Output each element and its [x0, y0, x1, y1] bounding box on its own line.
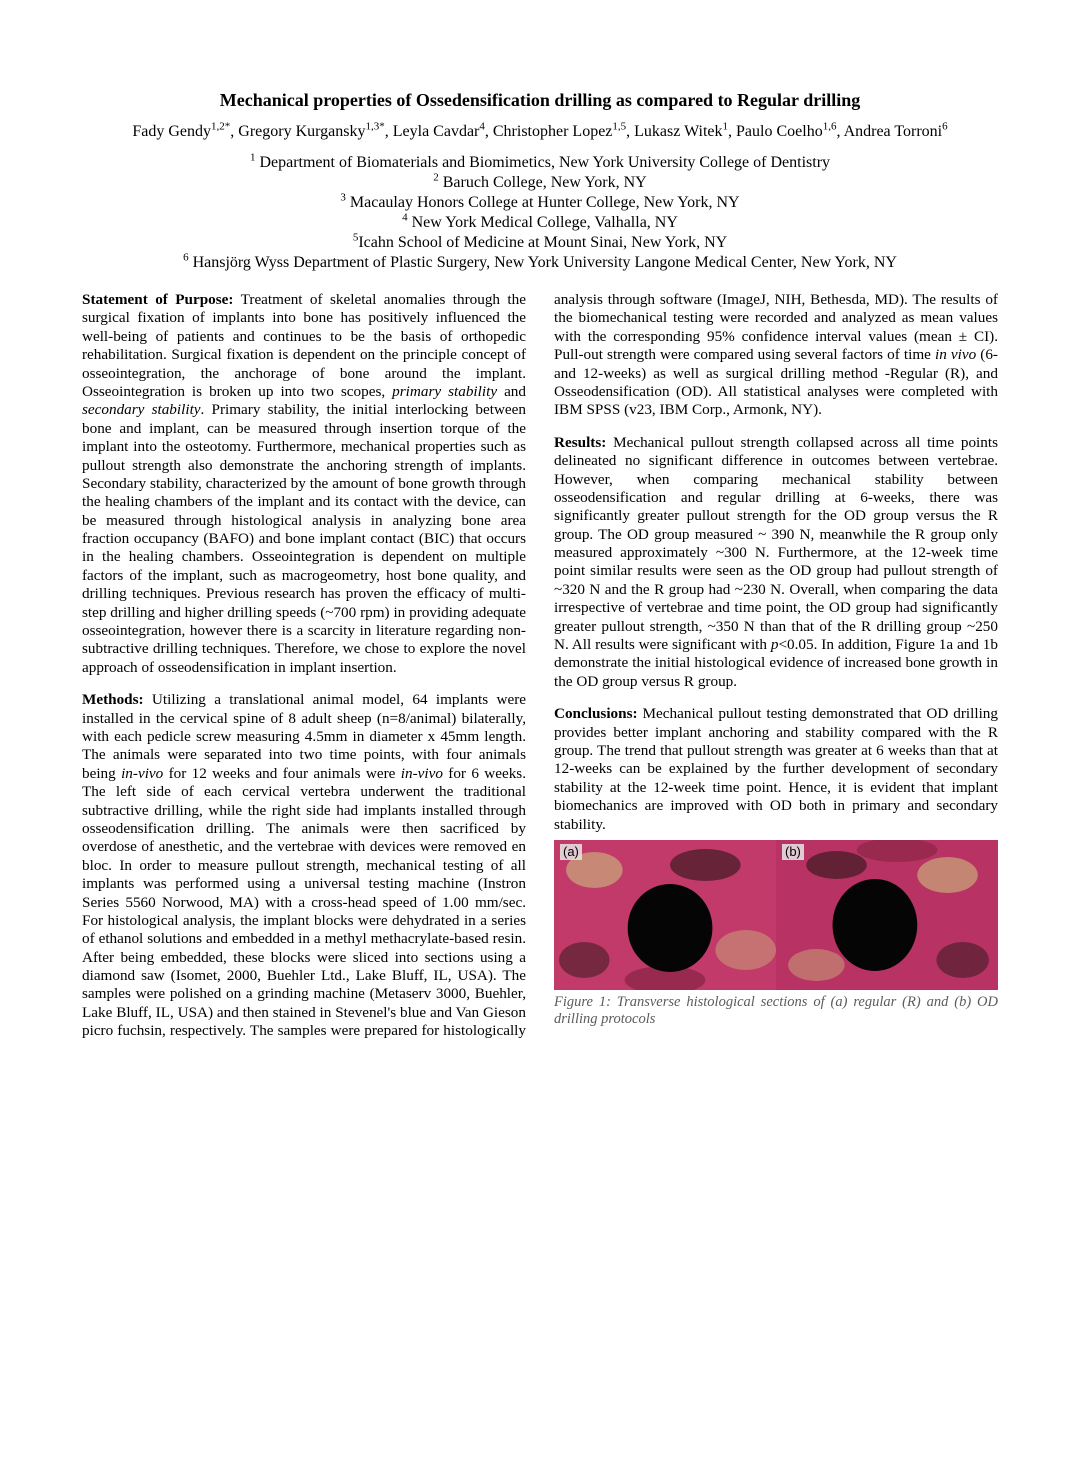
figure-panel-a: (a)	[554, 840, 776, 990]
histology-image-icon	[776, 840, 998, 990]
section-body: Mechanical pullout strength collapsed ac…	[554, 434, 998, 690]
panel-label-a: (a)	[560, 844, 582, 860]
section-heading: Methods:	[82, 691, 144, 708]
authors-line: Fady Gendy1,2*, Gregory Kurgansky1,3*, L…	[82, 123, 998, 141]
conclusions: Conclusions: Mechanical pullout testing …	[554, 705, 998, 834]
affiliation-line: 1 Department of Biomaterials and Biomime…	[82, 153, 998, 173]
affiliation-line: 2 Baruch College, New York, NY	[82, 173, 998, 193]
section-heading: Conclusions:	[554, 705, 638, 722]
statement-of-purpose: Statement of Purpose: Treatment of skele…	[82, 291, 526, 677]
figure-panels: (a) (b)	[554, 840, 998, 990]
panel-label-b: (b)	[782, 844, 804, 860]
section-body: Treatment of skeletal anomalies through …	[82, 291, 526, 676]
figure-panel-b: (b)	[776, 840, 998, 990]
figure-caption: Figure 1: Transverse histological sectio…	[554, 994, 998, 1029]
section-body: Mechanical pullout testing demonstrated …	[554, 705, 998, 832]
body-columns: Statement of Purpose: Treatment of skele…	[82, 291, 998, 1041]
affiliation-line: 3 Macaulay Honors College at Hunter Coll…	[82, 193, 998, 213]
section-heading: Results:	[554, 434, 606, 451]
affiliations-block: 1 Department of Biomaterials and Biomime…	[82, 153, 998, 273]
affiliation-line: 4 New York Medical College, Valhalla, NY	[82, 213, 998, 233]
section-heading: Statement of Purpose:	[82, 291, 234, 308]
page: Mechanical properties of Ossedensificati…	[0, 0, 1080, 1460]
paper-title: Mechanical properties of Ossedensificati…	[82, 90, 998, 111]
affiliation-line: 5Icahn School of Medicine at Mount Sinai…	[82, 233, 998, 253]
results: Results: Mechanical pullout strength col…	[554, 434, 998, 691]
histology-image-icon	[554, 840, 776, 990]
figure-1: (a) (b) Figure 1: Transverse histolog	[554, 840, 998, 1029]
affiliation-line: 6 Hansjörg Wyss Department of Plastic Su…	[82, 253, 998, 273]
